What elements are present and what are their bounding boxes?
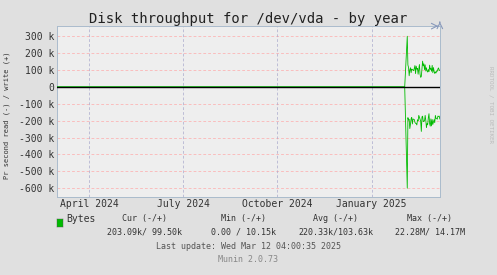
Text: Max (-/+): Max (-/+) <box>408 214 452 223</box>
Text: 22.28M/ 14.17M: 22.28M/ 14.17M <box>395 228 465 237</box>
Text: RRDTOOL / TOBI OETIKER: RRDTOOL / TOBI OETIKER <box>488 66 493 143</box>
Text: Disk throughput for /dev/vda - by year: Disk throughput for /dev/vda - by year <box>89 12 408 26</box>
Text: Cur (-/+): Cur (-/+) <box>122 214 166 223</box>
Text: Munin 2.0.73: Munin 2.0.73 <box>219 255 278 264</box>
Text: Min (-/+): Min (-/+) <box>221 214 266 223</box>
Text: 203.09k/ 99.50k: 203.09k/ 99.50k <box>107 228 181 237</box>
Text: Avg (-/+): Avg (-/+) <box>313 214 358 223</box>
Text: Pr second read (-) / write (+): Pr second read (-) / write (+) <box>4 52 10 179</box>
Text: 220.33k/103.63k: 220.33k/103.63k <box>298 228 373 237</box>
Text: Last update: Wed Mar 12 04:00:35 2025: Last update: Wed Mar 12 04:00:35 2025 <box>156 242 341 251</box>
Text: 0.00 / 10.15k: 0.00 / 10.15k <box>211 228 276 237</box>
Text: Bytes: Bytes <box>66 214 95 224</box>
